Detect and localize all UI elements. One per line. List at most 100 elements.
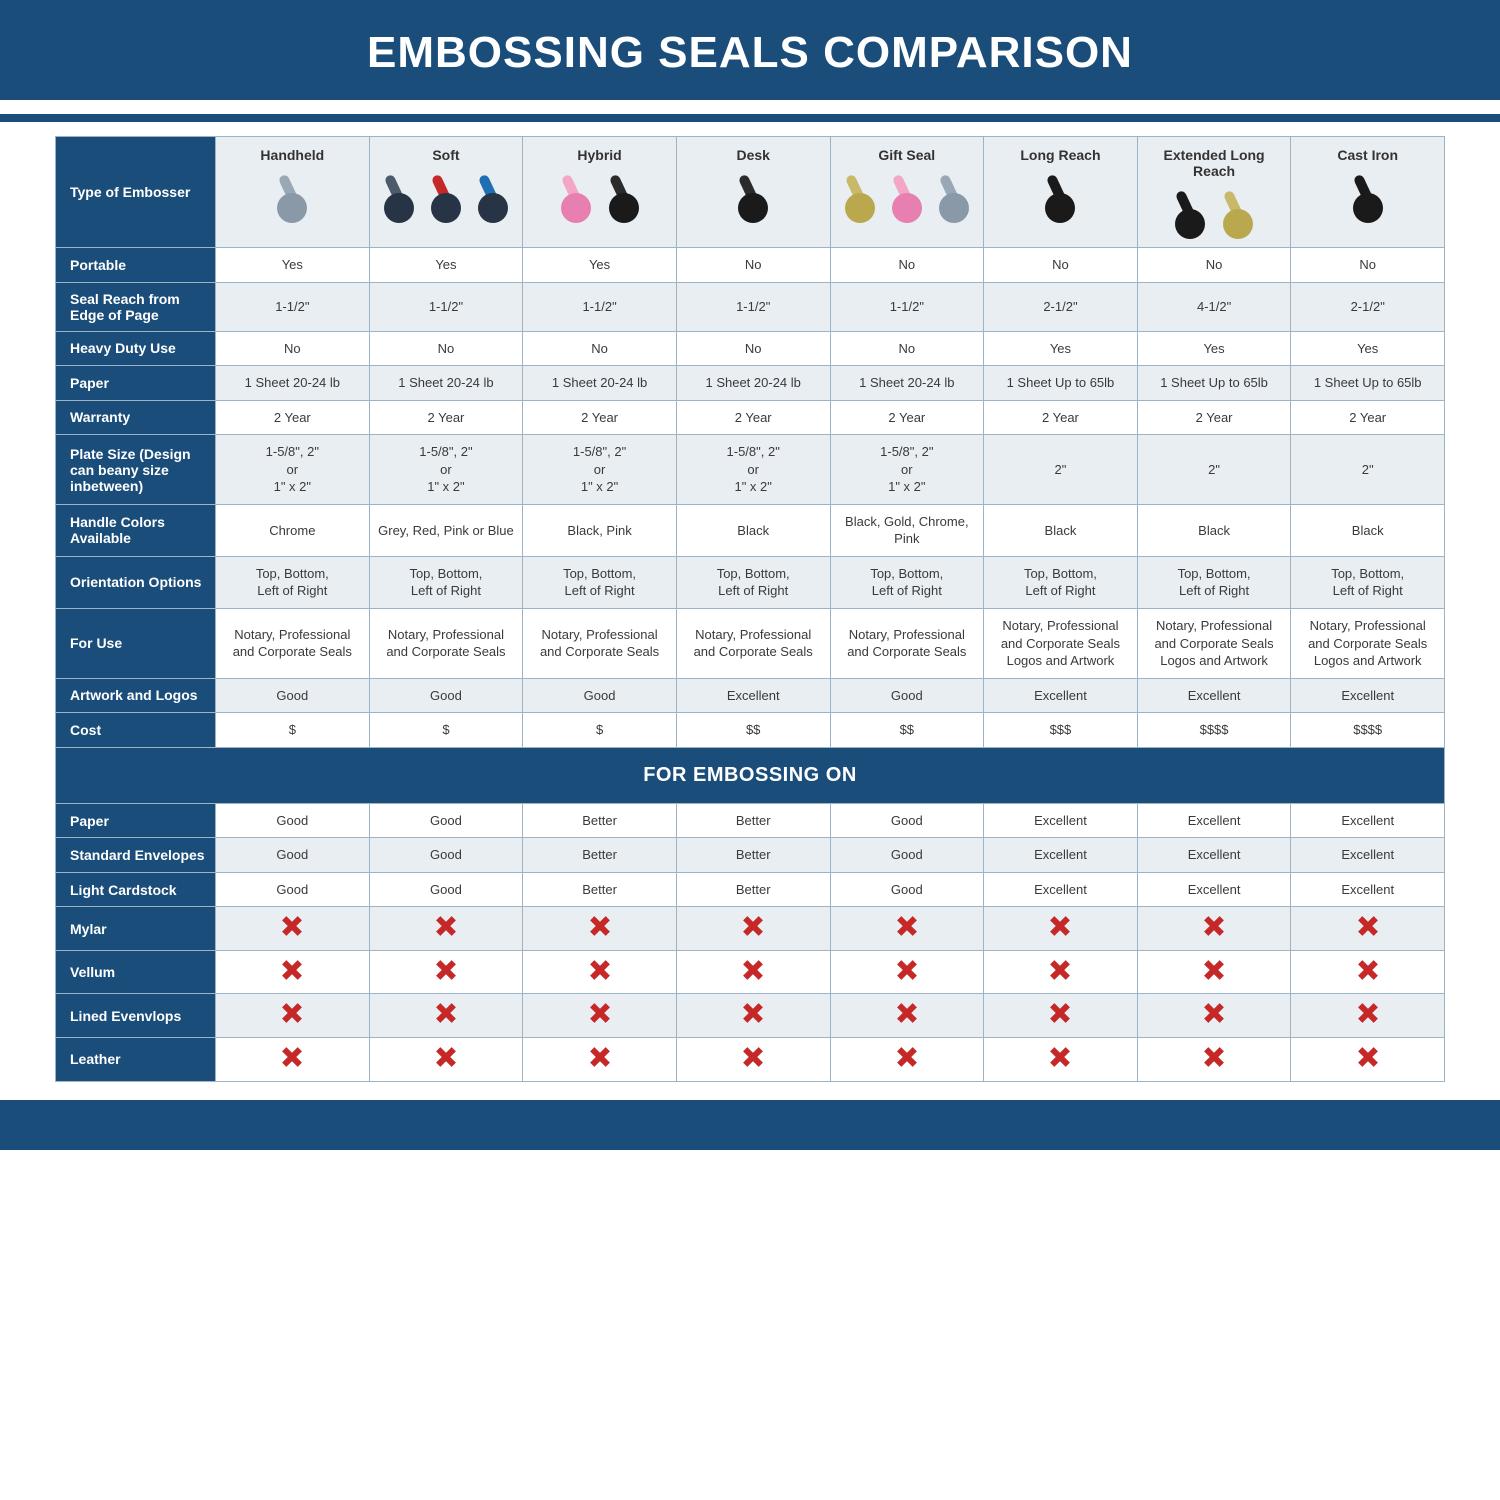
table-cell: $$$$ (1291, 713, 1445, 748)
x-mark-icon (896, 915, 918, 937)
x-mark-icon (742, 1046, 764, 1068)
corner-header: Type of Embosser (56, 137, 216, 248)
column-header: Extended Long Reach (1137, 137, 1291, 248)
row-label: Paper (56, 366, 216, 401)
table-cell: No (216, 331, 370, 366)
table-cell: No (830, 248, 984, 283)
table-cell: 2" (984, 435, 1138, 505)
divider-stripe (0, 114, 1500, 122)
row-label: Cost (56, 713, 216, 748)
table-cell: Yes (984, 331, 1138, 366)
table-cell: No (523, 331, 677, 366)
row-label: Paper (56, 803, 216, 838)
row-label: Orientation Options (56, 556, 216, 608)
table-cell: 2 Year (369, 400, 523, 435)
x-mark-icon (435, 1002, 457, 1024)
table-cell: Better (676, 803, 830, 838)
table-cell: 1 Sheet Up to 65lb (1291, 366, 1445, 401)
table-cell: Top, Bottom,Left of Right (1291, 556, 1445, 608)
table-cell: Yes (523, 248, 677, 283)
table-cell (830, 1038, 984, 1082)
row-label: Mylar (56, 907, 216, 951)
x-mark-icon (281, 1046, 303, 1068)
x-mark-icon (1203, 1002, 1225, 1024)
table-cell: 2 Year (984, 400, 1138, 435)
table-cell: No (1291, 248, 1445, 283)
table-cell (1137, 907, 1291, 951)
table-cell: Excellent (1291, 678, 1445, 713)
table-cell (369, 907, 523, 951)
table-cell: 2-1/2" (1291, 282, 1445, 331)
table-cell (984, 907, 1138, 951)
table-cell: Chrome (216, 504, 370, 556)
table-cell: 4-1/2" (1137, 282, 1291, 331)
table-cell (1291, 907, 1445, 951)
x-mark-icon (281, 959, 303, 981)
table-cell: Good (216, 872, 370, 907)
table-cell (216, 994, 370, 1038)
row-label: Heavy Duty Use (56, 331, 216, 366)
table-cell: Excellent (1137, 803, 1291, 838)
table-cell: Better (523, 838, 677, 873)
x-mark-icon (1357, 1002, 1379, 1024)
x-mark-icon (435, 915, 457, 937)
table-cell: 1 Sheet 20-24 lb (216, 366, 370, 401)
table-cell: Excellent (1291, 838, 1445, 873)
table-cell: 1-1/2" (830, 282, 984, 331)
table-cell: Good (830, 678, 984, 713)
table-cell: $$$ (984, 713, 1138, 748)
table-cell: 2 Year (676, 400, 830, 435)
embosser-icon (377, 173, 422, 223)
table-cell: Excellent (1291, 872, 1445, 907)
table-cell: Excellent (984, 838, 1138, 873)
table-cell: Better (676, 872, 830, 907)
table-cell (676, 1038, 830, 1082)
embosser-icon (470, 173, 515, 223)
table-cell: Good (830, 838, 984, 873)
embosser-icon (553, 173, 599, 223)
embosser-icon (1345, 173, 1391, 223)
x-mark-icon (589, 1046, 611, 1068)
x-mark-icon (1049, 959, 1071, 981)
table-cell (830, 994, 984, 1038)
table-cell: Grey, Red, Pink or Blue (369, 504, 523, 556)
row-label: Vellum (56, 950, 216, 994)
embosser-icon (838, 173, 883, 223)
table-cell: 2 Year (216, 400, 370, 435)
column-header: Hybrid (523, 137, 677, 248)
table-cell: Good (523, 678, 677, 713)
table-cell: Excellent (984, 678, 1138, 713)
table-cell (369, 994, 523, 1038)
embosser-icon (424, 173, 469, 223)
table-cell: 1 Sheet 20-24 lb (369, 366, 523, 401)
table-cell: Good (830, 803, 984, 838)
table-cell: Good (216, 838, 370, 873)
table-cell: 2" (1291, 435, 1445, 505)
x-mark-icon (1203, 959, 1225, 981)
table-cell: Good (216, 678, 370, 713)
table-cell: 1-5/8", 2"or1" x 2" (216, 435, 370, 505)
table-cell: Black (676, 504, 830, 556)
row-label: For Use (56, 609, 216, 679)
column-header: Gift Seal (830, 137, 984, 248)
embosser-icon (1037, 173, 1083, 223)
table-cell (984, 994, 1138, 1038)
table-cell (1137, 1038, 1291, 1082)
column-header: Cast Iron (1291, 137, 1445, 248)
table-cell (676, 950, 830, 994)
row-label: Handle Colors Available (56, 504, 216, 556)
table-cell: Excellent (1291, 803, 1445, 838)
table-cell (1291, 1038, 1445, 1082)
table-cell: 2 Year (523, 400, 677, 435)
table-cell: Top, Bottom,Left of Right (523, 556, 677, 608)
table-cell: Notary, Professional and Corporate Seals (523, 609, 677, 679)
table-cell: Notary, Professional and Corporate Seals… (984, 609, 1138, 679)
table-cell (830, 907, 984, 951)
table-cell: Notary, Professional and Corporate Seals… (1137, 609, 1291, 679)
table-cell: Yes (1291, 331, 1445, 366)
table-cell: Yes (216, 248, 370, 283)
column-header: Long Reach (984, 137, 1138, 248)
table-cell (676, 907, 830, 951)
table-cell: $ (523, 713, 677, 748)
table-cell: Black, Pink (523, 504, 677, 556)
